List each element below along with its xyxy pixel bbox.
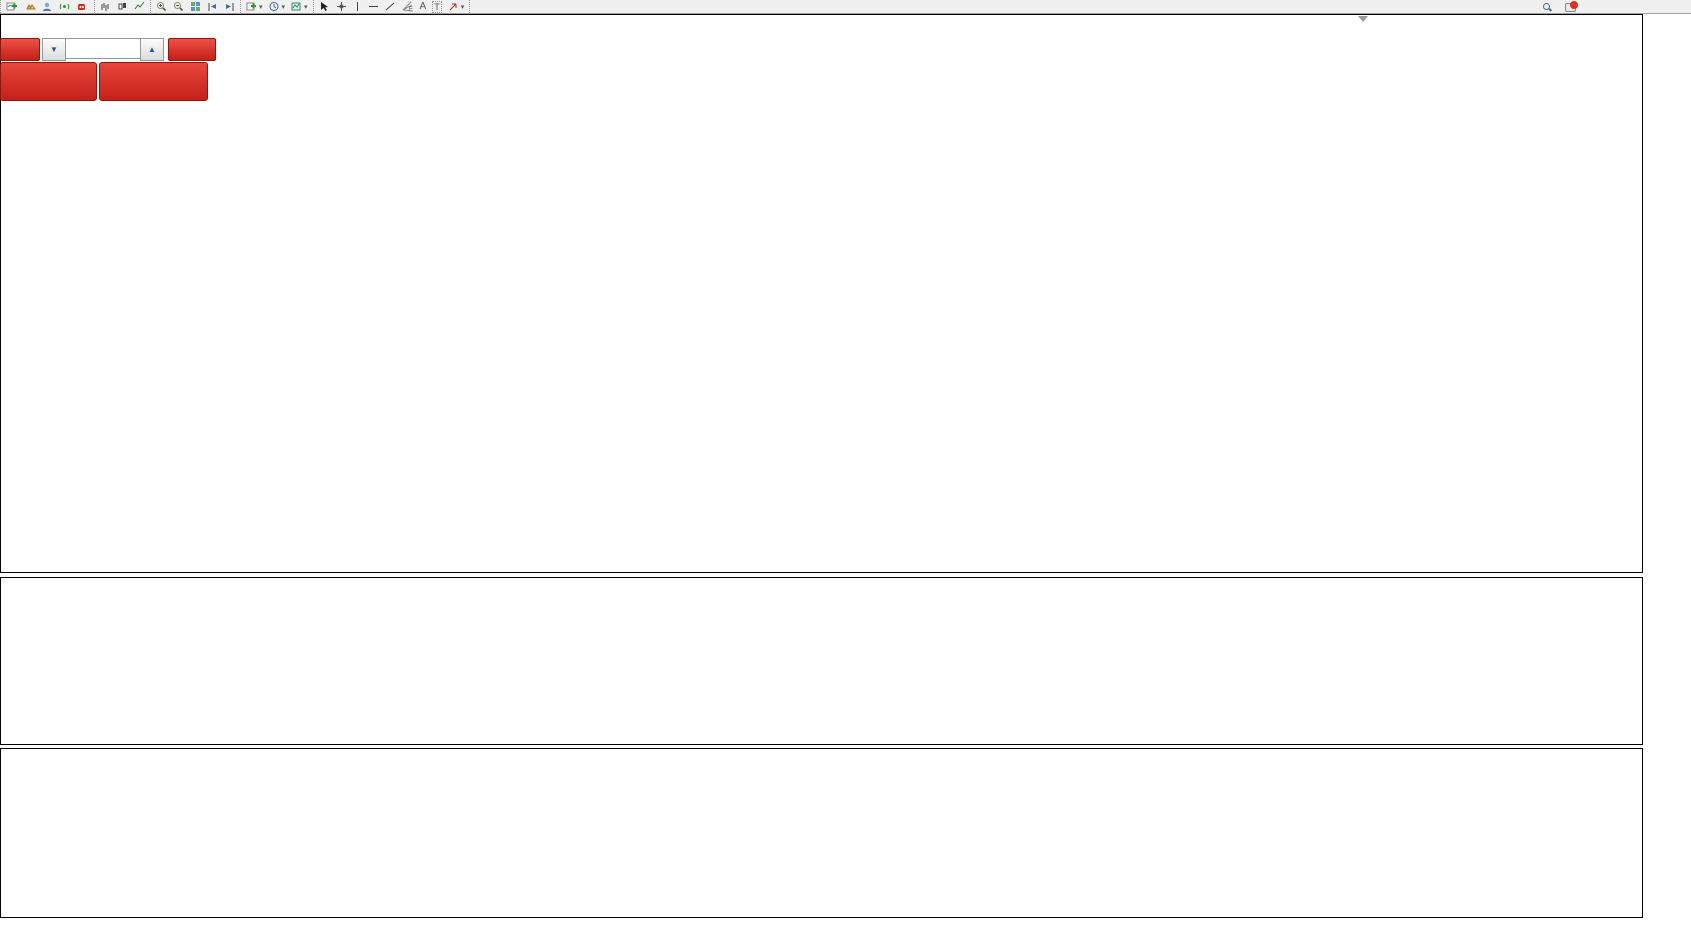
notification-badge	[1570, 0, 1578, 9]
auto-scroll-button[interactable]	[204, 1, 221, 13]
macd-pane[interactable]	[0, 577, 1643, 745]
signal-icon	[59, 1, 70, 12]
fibonacci-button[interactable]: F	[399, 1, 417, 13]
caret-down-icon: ▾	[259, 3, 263, 11]
market-watch-button[interactable]	[22, 1, 39, 13]
zoom-out-button[interactable]	[170, 1, 187, 13]
gold-icon	[25, 1, 36, 12]
arrows-button[interactable]: ▾	[445, 1, 468, 13]
chat-bubble-icon	[1565, 0, 1578, 12]
rsi-pane[interactable]	[0, 748, 1643, 918]
horizontal-line-button[interactable]	[365, 1, 382, 13]
bid-price-box[interactable]	[0, 62, 97, 101]
text-button[interactable]: A	[419, 1, 427, 12]
trendline-button[interactable]	[382, 1, 399, 13]
line-chart-button[interactable]	[131, 1, 148, 13]
zoom-in-button[interactable]	[153, 1, 170, 13]
indicator-group: ▾ ▾ ▾	[240, 0, 313, 13]
standard-group	[0, 0, 94, 13]
caret-down-icon: ▾	[281, 3, 286, 11]
macd-canvas[interactable]	[1, 578, 1642, 744]
new-order-icon	[6, 1, 17, 12]
bar-chart-button[interactable]	[97, 1, 114, 13]
signal-button[interactable]	[56, 1, 73, 13]
periods-button[interactable]: ▾	[266, 1, 289, 13]
tile-windows-button[interactable]	[187, 1, 204, 13]
candlestick-canvas[interactable]	[1, 15, 1642, 572]
volume-input[interactable]	[66, 38, 140, 59]
cloud-person-icon	[42, 1, 53, 12]
cursor-button[interactable]	[316, 1, 333, 13]
caret-down-icon: ▾	[304, 3, 308, 11]
robot-icon	[76, 1, 87, 12]
ask-price-box[interactable]	[99, 62, 208, 101]
crosshair-button[interactable]	[333, 1, 350, 13]
notifications-button[interactable]	[1562, 0, 1581, 13]
templates-button[interactable]: ▾	[288, 1, 311, 13]
svg-text:F: F	[409, 7, 413, 12]
drawing-tools-group: F A T ▾	[312, 0, 470, 13]
text-label-button[interactable]: T	[432, 0, 442, 13]
scroll-marker-icon	[1358, 16, 1368, 22]
volume-up-button[interactable]: ▲	[140, 38, 164, 61]
autotrading-button[interactable]	[73, 1, 92, 13]
chart-shift-button[interactable]	[221, 1, 238, 13]
data-window-button[interactable]	[39, 1, 56, 13]
indicators-button[interactable]: ▾	[243, 1, 266, 13]
search-icon	[1543, 2, 1551, 11]
caret-down-icon: ▾	[460, 3, 465, 11]
buy-button[interactable]	[168, 38, 216, 61]
zoom-group	[150, 0, 240, 13]
candlestick-chart-button[interactable]	[114, 1, 131, 13]
timeframe-group	[469, 0, 474, 13]
main-toolbar: ▾ ▾ ▾ F A T ▾	[0, 0, 1691, 14]
sell-button[interactable]	[0, 38, 40, 61]
chart-type-group	[94, 0, 150, 13]
new-order-button[interactable]	[3, 1, 22, 13]
vertical-line-button[interactable]	[350, 1, 365, 13]
rsi-canvas[interactable]	[1, 749, 1642, 917]
search-button[interactable]	[1540, 1, 1554, 13]
price-chart-pane[interactable]	[0, 14, 1643, 573]
volume-down-button[interactable]: ▼	[42, 38, 66, 61]
